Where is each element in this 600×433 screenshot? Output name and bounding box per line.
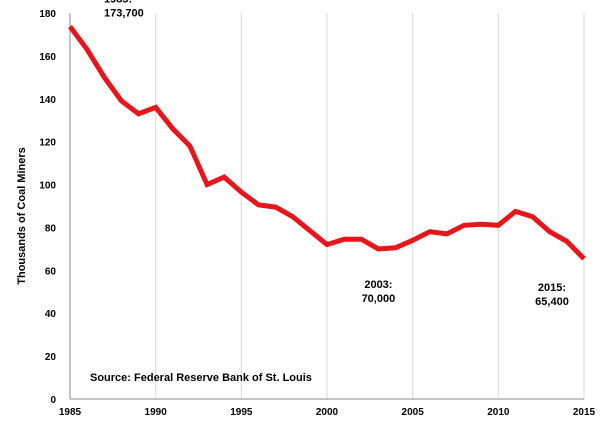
y-tick-label: 20 [45,352,57,363]
x-tick-label: 2010 [487,407,510,418]
x-tick-label: 2000 [316,407,339,418]
annotation-line: 1985: [104,0,132,6]
annotation-2015: 2015: 65,400 [535,282,569,308]
data-point [256,202,261,207]
data-point [68,24,73,29]
data-point [376,246,381,251]
data-point [205,182,210,187]
data-point [325,242,330,247]
x-tick-label: 2005 [402,407,425,418]
data-point [102,75,107,80]
y-tick-label: 180 [39,9,56,20]
source-note: Source: Federal Reserve Bank of St. Loui… [90,372,312,384]
series-layer [67,24,587,261]
x-tick-label: 2015 [573,407,596,418]
y-tick-label: 120 [39,138,56,149]
coal-miners-line [67,25,586,261]
y-tick-label: 0 [50,395,56,406]
annotation-line: 70,000 [362,293,396,305]
y-tick-label: 160 [39,52,56,63]
y-tick-label: 140 [39,95,56,106]
x-tick-labels: 1985 1990 1995 2000 2005 2010 2015 [59,407,596,418]
data-point [547,229,552,234]
data-point [564,239,569,244]
annotation-line: 2003: [364,279,392,291]
data-point [582,256,587,261]
annotation-background [526,277,578,310]
data-point [513,209,518,214]
axes [69,13,584,400]
x-tick-label: 1990 [145,407,168,418]
x-tick-label: 1985 [59,407,82,418]
data-point [479,222,484,227]
data-point [359,237,364,242]
y-tick-label: 80 [45,223,57,234]
data-point [307,228,312,233]
data-point [290,214,295,219]
data-point [410,238,415,243]
data-point [153,105,158,110]
data-point [393,245,398,250]
annotation-line: 2015: [538,282,566,294]
y-tick-labels: 0 20 40 60 80 100 120 140 160 180 [39,9,56,406]
x-tick-label: 1995 [230,407,253,418]
y-tick-label: 40 [45,309,57,320]
annotation-line: 173,700 [104,8,144,20]
data-point [170,126,175,131]
y-tick-label: 60 [45,266,57,277]
data-point [119,98,124,103]
data-point [444,231,449,236]
annotation-background [352,274,405,307]
annotation-layer: 1985: 173,700 2003: 70,000 2015: 65,400 [104,0,578,310]
annotation-1985: 1985: 173,700 [104,0,144,20]
data-point [239,190,244,195]
data-point [136,111,141,116]
annotation-line: 65,400 [535,296,569,308]
data-point [342,237,347,242]
vertical-gridlines [155,13,585,399]
annotation-2003: 2003: 70,000 [362,279,396,305]
data-point [85,47,90,52]
data-point [187,143,192,148]
data-point [427,229,432,234]
data-point [273,205,278,210]
data-point [496,223,501,228]
data-point [222,175,227,180]
data-point [530,214,535,219]
data-point [462,223,467,228]
y-tick-label: 100 [39,181,56,192]
y-axis-title: Thousands of Coal Miners [16,147,28,285]
